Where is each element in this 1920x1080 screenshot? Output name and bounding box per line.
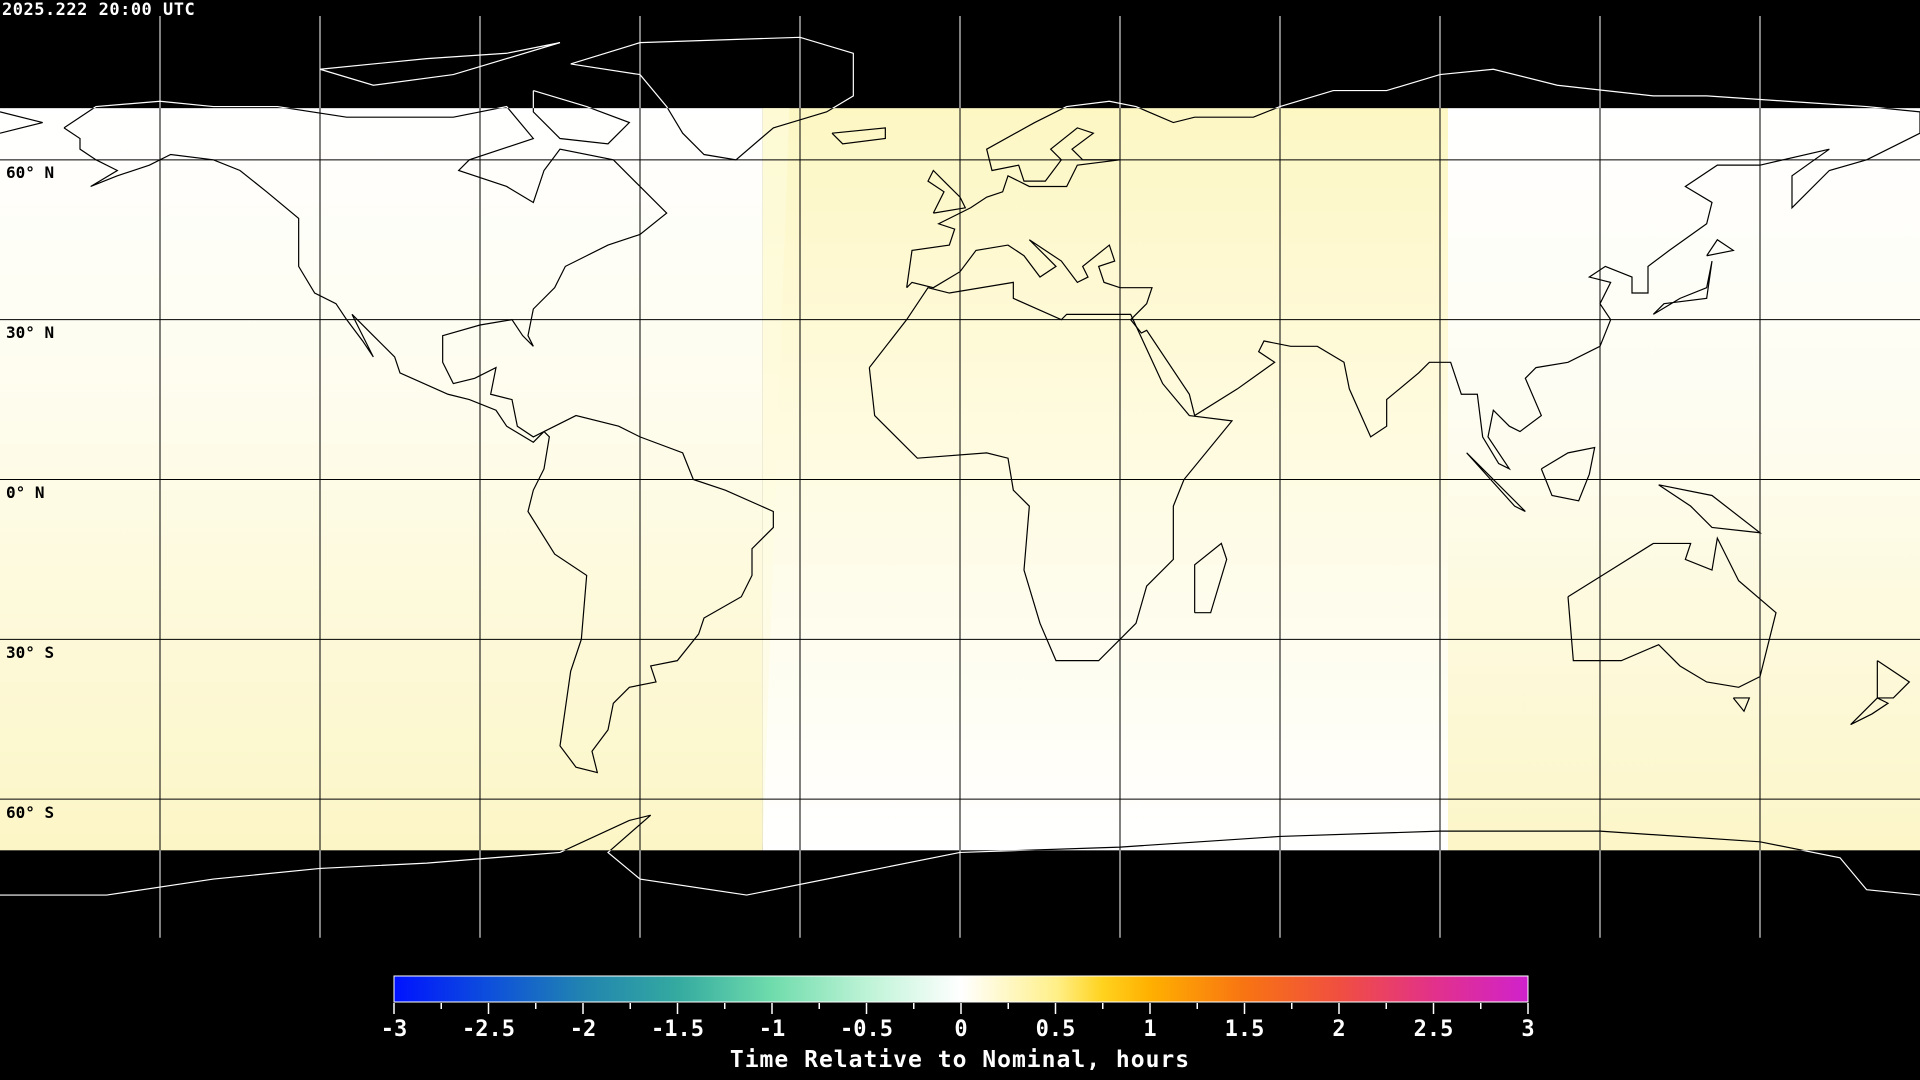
coastline-africa bbox=[869, 282, 1232, 660]
colorbar-tick-label: 2.5 bbox=[1414, 1017, 1454, 1042]
coastline-tasmania bbox=[1733, 698, 1749, 711]
lat-label-0n: 0° N bbox=[6, 483, 45, 502]
coastlines bbox=[0, 37, 1920, 895]
lat-label-30s: 30° S bbox=[6, 643, 55, 662]
coastline-iceland bbox=[832, 128, 885, 144]
coastline-south-america bbox=[528, 416, 773, 773]
colorbar-tick-label: 2 bbox=[1332, 1017, 1345, 1042]
colorbar-tick-label: -1.5 bbox=[651, 1017, 704, 1042]
timestamp: 2025.222 20:00 UTC bbox=[2, 0, 196, 20]
coastline-hokkaido bbox=[1707, 240, 1734, 256]
coastline-uk bbox=[928, 170, 965, 213]
coastline-antarctica bbox=[0, 815, 1920, 895]
world-map bbox=[0, 15, 1920, 938]
colorbar-tick-label: 1.5 bbox=[1225, 1017, 1265, 1042]
coastline-japan bbox=[1653, 261, 1712, 314]
coastline-nz-south bbox=[1851, 698, 1888, 725]
coastline-madagascar bbox=[1195, 543, 1227, 612]
lat-label-60n: 60° N bbox=[6, 163, 55, 182]
graticule bbox=[0, 16, 1920, 938]
colorbar-tick-label: -0.5 bbox=[840, 1017, 893, 1042]
coastline-arctic-islands bbox=[320, 43, 560, 86]
coastline-north-america bbox=[64, 101, 667, 442]
coastline-eurasia bbox=[907, 69, 1920, 469]
coastline-chukotka bbox=[0, 112, 43, 133]
colorbar-tick-label: -3 bbox=[381, 1017, 408, 1042]
coastline-baffin bbox=[533, 91, 629, 144]
coastline-nz-north bbox=[1877, 661, 1909, 698]
coastline-new-guinea bbox=[1659, 485, 1760, 533]
colorbar-tick-label: -2.5 bbox=[462, 1017, 515, 1042]
colorbar: -3 -2.5 -2 -1.5 -1 -0.5 0 0.5 1 1.5 2 2.5 3 bbox=[381, 975, 1535, 1042]
coastline-borneo bbox=[1541, 448, 1594, 501]
coastline-australia bbox=[1568, 538, 1776, 687]
colorbar-tick-label: 3 bbox=[1521, 1017, 1534, 1042]
colorbar-tick-label: 0 bbox=[954, 1017, 967, 1042]
colorbar-tick-label: 1 bbox=[1143, 1017, 1156, 1042]
coastline-greenland bbox=[571, 37, 854, 160]
colorbar-tick-label: -2 bbox=[570, 1017, 597, 1042]
colorbar-tick-label: -1 bbox=[759, 1017, 786, 1042]
lat-label-60s: 60° S bbox=[6, 803, 55, 822]
colorbar-gradient bbox=[393, 975, 1529, 1003]
colorbar-title: Time Relative to Nominal, hours bbox=[729, 1047, 1191, 1073]
colorbar-tick-label: 0.5 bbox=[1036, 1017, 1076, 1042]
lat-label-30n: 30° N bbox=[6, 323, 55, 342]
